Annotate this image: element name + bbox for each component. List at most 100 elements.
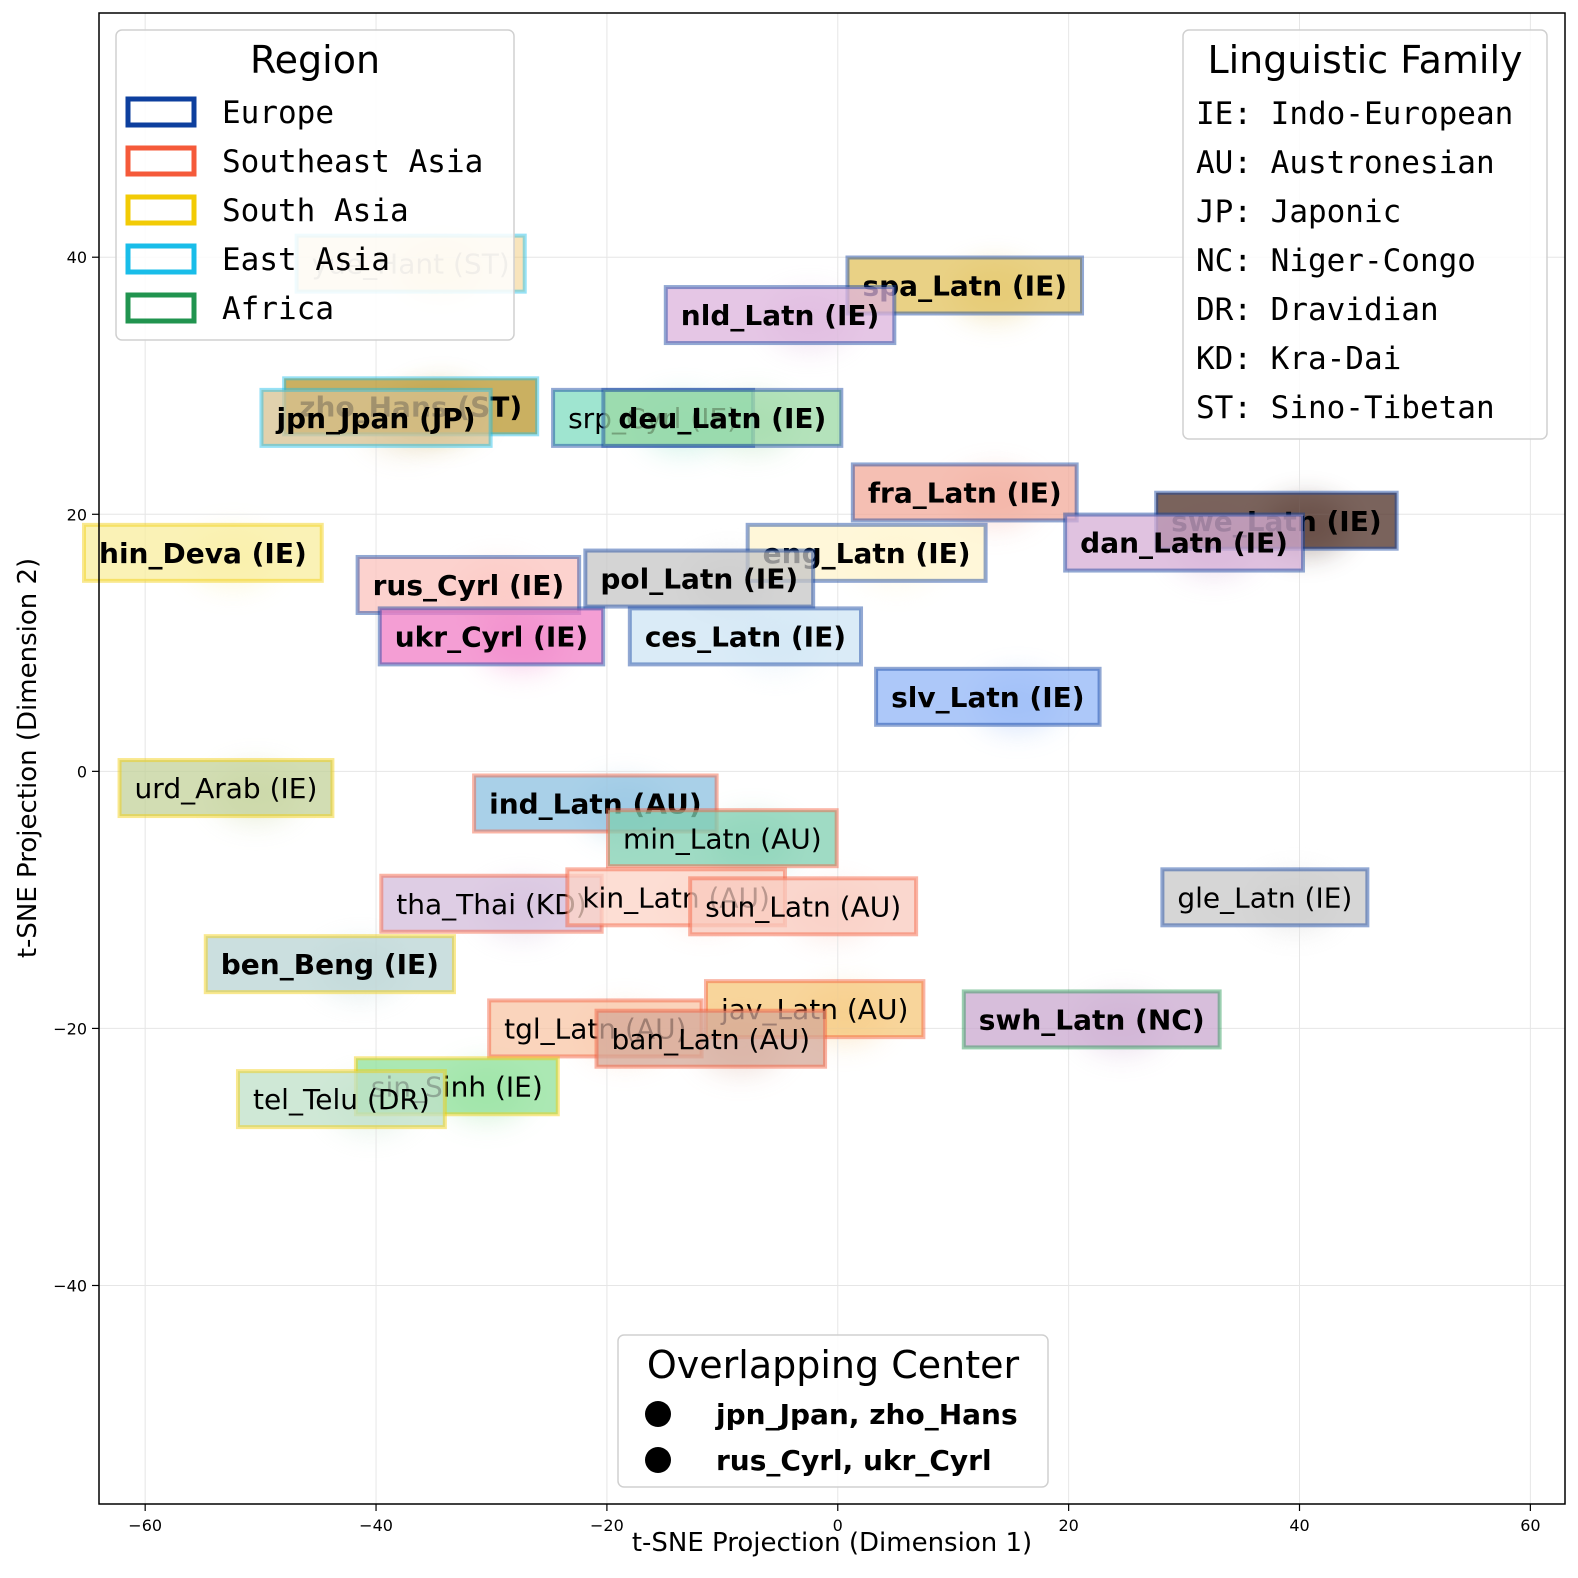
family-legend-title: Linguistic Family — [1207, 38, 1522, 82]
language-box-frame — [235, 1069, 447, 1130]
language-box-frame — [583, 548, 816, 609]
overlap-legend-entry: rus_Cyrl, ukr_Cyrl — [716, 1444, 992, 1477]
language-box-frame — [203, 934, 456, 995]
language-box: sun_Latn (AU) — [688, 876, 919, 937]
family-legend-entry: NC: Niger-Congo — [1196, 243, 1476, 279]
plot-frame — [98, 12, 1566, 1505]
y-tick-label: 40 — [67, 248, 87, 267]
language-label: slv_Latn (IE) — [891, 681, 1084, 714]
overlap-legend-frame — [617, 1334, 1049, 1488]
language-box-frame — [601, 387, 844, 448]
language-box-frame — [355, 554, 582, 615]
language-label: pol_Latn (IE) — [600, 563, 798, 596]
language-box: fra_Latn (IE) — [850, 462, 1079, 523]
language-box: deu_Latn (IE) — [601, 387, 844, 448]
language-box-frame — [605, 808, 839, 869]
language-box-frame — [259, 387, 493, 448]
language-label: tel_Telu (DR) — [253, 1083, 430, 1116]
language-label: jpn_Jpan (JP) — [275, 402, 475, 435]
language-box: slv_Latn (IE) — [874, 666, 1102, 727]
language-box: ces_Latn (IE) — [627, 606, 864, 667]
region-legend-entry: Southeast Asia — [222, 144, 483, 180]
overlap-marker — [645, 1447, 671, 1473]
region-legend-entry: Europe — [222, 95, 334, 131]
language-box: dan_Latn (IE) — [1063, 512, 1305, 573]
family-legend-entry: IE: Indo-European — [1196, 96, 1513, 132]
region-swatch — [125, 145, 197, 177]
language-box-frame — [850, 462, 1079, 523]
language-box-frame — [961, 989, 1222, 1050]
x-tick-label: −60 — [128, 1516, 162, 1535]
language-box-frame — [82, 522, 324, 583]
language-label: urd_Arab (IE) — [135, 772, 318, 805]
overlap-legend-title: Overlapping Center — [647, 1343, 1020, 1387]
overlap-marker — [645, 1401, 671, 1427]
language-box-frame — [874, 666, 1102, 727]
x-tick-label: 0 — [833, 1516, 843, 1535]
language-box: urd_Arab (IE) — [117, 758, 335, 819]
language-box: min_Latn (AU) — [605, 808, 839, 869]
language-label: fra_Latn (IE) — [868, 477, 1062, 510]
family-legend-entry: ST: Sino-Tibetan — [1196, 390, 1495, 426]
language-box-frame — [594, 1008, 828, 1069]
y-axis-label: t-SNE Projection (Dimension 2) — [13, 558, 43, 958]
family-legend-frame — [1182, 29, 1548, 440]
region-legend-frame — [115, 29, 515, 341]
x-axis-ticks: −60 −40 −20 0 20 40 60 — [128, 1504, 1541, 1535]
region-swatch — [125, 292, 197, 324]
language-label: min_Latn (AU) — [623, 822, 822, 855]
language-box-frame — [379, 873, 604, 934]
language-label: dan_Latn (IE) — [1080, 527, 1288, 560]
language-boxes: yue_Hant (ST)spa_Latn (IE)nld_Latn (IE)z… — [82, 233, 1399, 1130]
language-box-frame — [1160, 867, 1370, 928]
language-label: ces_Latn (IE) — [645, 620, 846, 653]
region-legend-entry: Africa — [222, 291, 334, 327]
x-tick-label: −20 — [590, 1516, 624, 1535]
language-label: ban_Latn (AU) — [612, 1023, 811, 1056]
x-tick-label: 40 — [1289, 1516, 1309, 1535]
family-legend-entry: DR: Dravidian — [1196, 292, 1439, 328]
language-box: gle_Latn (IE) — [1160, 867, 1370, 928]
language-box: tel_Telu (DR) — [235, 1069, 447, 1130]
language-label: rus_Cyrl (IE) — [373, 569, 565, 602]
language-box-frame — [663, 285, 897, 346]
language-box: ukr_Cyrl (IE) — [377, 606, 606, 667]
language-box-frame — [688, 876, 919, 937]
language-label: deu_Latn (IE) — [618, 402, 826, 435]
family-legend-entry: KD: Kra-Dai — [1196, 341, 1401, 377]
language-label: nld_Latn (IE) — [681, 299, 880, 332]
language-box: swh_Latn (NC) — [961, 989, 1222, 1050]
language-label: tha_Thai (KD) — [396, 888, 586, 921]
language-label: spa_Latn (IE) — [862, 270, 1067, 303]
x-axis-label: t-SNE Projection (Dimension 1) — [632, 1528, 1032, 1558]
language-box: nld_Latn (IE) — [663, 285, 897, 346]
family-legend-entry: JP: Japonic — [1196, 194, 1401, 230]
x-tick-label: 20 — [1058, 1516, 1078, 1535]
y-tick-label: 0 — [77, 762, 87, 781]
overlap-legend-entry: jpn_Jpan, zho_Hans — [715, 1398, 1018, 1431]
region-legend-entry: South Asia — [222, 193, 409, 229]
family-legend-entry: AU: Austronesian — [1196, 145, 1495, 181]
language-box: ban_Latn (AU) — [594, 1008, 828, 1069]
x-tick-label: −40 — [359, 1516, 393, 1535]
region-legend-entry: East Asia — [222, 242, 390, 278]
x-tick-label: 60 — [1520, 1516, 1540, 1535]
language-label: sun_Latn (AU) — [705, 890, 901, 923]
region-swatch — [125, 96, 197, 128]
family-legend: Linguistic Family IE: Indo-European AU: A… — [1182, 29, 1548, 440]
y-tick-label: −20 — [53, 1019, 87, 1038]
language-label: hin_Deva (IE) — [99, 537, 307, 570]
overlap-legend: Overlapping Center jpn_Jpan, zho_Hansrus… — [617, 1334, 1049, 1488]
region-swatch — [125, 243, 197, 275]
language-box-frame — [377, 606, 606, 667]
language-box: pol_Latn (IE) — [583, 548, 816, 609]
language-label: ben_Beng (IE) — [221, 948, 439, 981]
language-label: ukr_Cyrl (IE) — [395, 620, 588, 653]
y-tick-label: 20 — [67, 505, 87, 524]
region-legend: Region Europe Southeast Asia South Asia Eas… — [115, 29, 515, 341]
language-box-frame — [117, 758, 335, 819]
language-label: swh_Latn (NC) — [979, 1004, 1205, 1037]
language-box-frame — [1063, 512, 1305, 573]
y-axis-ticks: −40 −20 0 20 40 — [53, 248, 99, 1295]
